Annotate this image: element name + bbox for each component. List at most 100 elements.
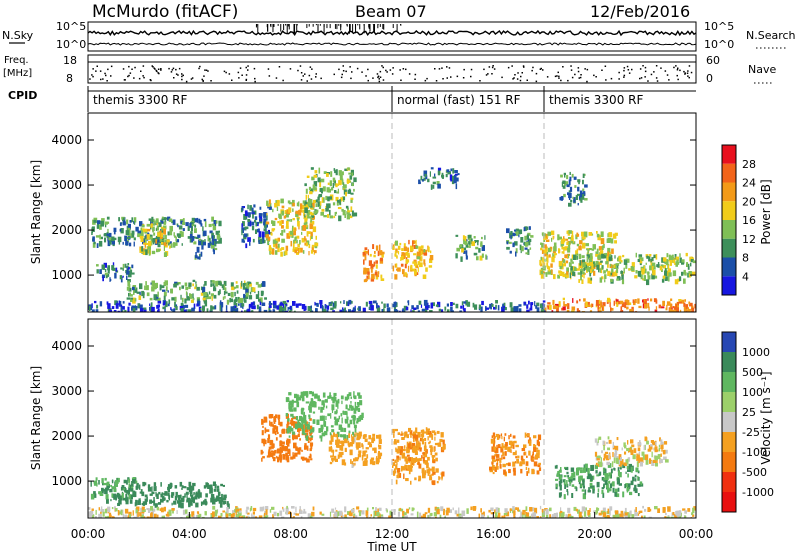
heatmap-cell	[568, 190, 571, 193]
heatmap-cell	[151, 238, 154, 243]
heatmap-cell	[145, 281, 147, 286]
heatmap-cell	[566, 256, 569, 259]
heatmap-cell	[200, 501, 205, 505]
heatmap-cell	[634, 484, 637, 491]
heatmap-cell	[490, 438, 495, 444]
heatmap-cell	[269, 420, 271, 426]
heatmap-cell	[129, 220, 132, 223]
heatmap-cell	[690, 259, 694, 263]
heatmap-cell	[526, 234, 529, 237]
nave-mark	[231, 79, 233, 81]
heatmap-cell	[620, 271, 623, 274]
heatmap-cell	[474, 304, 478, 310]
heatmap-cell	[146, 292, 150, 297]
heatmap-cell	[614, 449, 618, 455]
heatmap-cell	[128, 494, 131, 500]
nave-mark	[631, 68, 633, 71]
heatmap-cell	[582, 179, 584, 185]
heatmap-cell	[200, 251, 203, 257]
heatmap-cell	[122, 267, 124, 271]
heatmap-cell	[310, 458, 313, 461]
heatmap-cell	[395, 301, 397, 306]
heatmap-cell	[266, 236, 271, 241]
heatmap-cell	[372, 433, 376, 437]
heatmap-cell	[282, 506, 284, 510]
heatmap-cell	[651, 460, 655, 466]
heatmap-cell	[109, 238, 112, 245]
heatmap-cell	[369, 443, 372, 448]
heatmap-cell	[356, 506, 360, 510]
heatmap-cell	[341, 459, 346, 466]
heatmap-cell	[327, 196, 330, 202]
heatmap-cell	[525, 241, 528, 247]
heatmap-cell	[634, 488, 638, 493]
heatmap-cell	[420, 245, 424, 249]
heatmap-cell	[590, 466, 594, 471]
heatmap-cell	[107, 221, 110, 224]
heatmap-cell	[352, 431, 354, 436]
heatmap-cell	[348, 392, 352, 396]
heatmap-cell	[428, 515, 431, 518]
heatmap-cell	[306, 421, 308, 427]
heatmap-cell	[624, 507, 627, 512]
heatmap-cell	[235, 308, 238, 312]
heatmap-cell	[343, 188, 346, 191]
heatmap-cell	[273, 425, 277, 430]
heatmap-cell	[270, 202, 272, 207]
heatmap-cell	[290, 230, 293, 235]
heatmap-cell	[577, 310, 581, 312]
heatmap-cell	[566, 230, 569, 234]
heatmap-cell	[101, 488, 103, 492]
heatmap-cell	[343, 438, 348, 444]
heatmap-cell	[259, 301, 262, 306]
heatmap-cell	[249, 214, 251, 218]
nave-mark	[519, 79, 522, 82]
heatmap-cell	[598, 268, 600, 273]
heatmap-cell	[597, 438, 599, 443]
heatmap-cell	[648, 306, 650, 311]
heatmap-cell	[137, 233, 141, 237]
heatmap-cell	[268, 245, 272, 250]
heatmap-cell	[562, 273, 566, 278]
heatmap-cell	[501, 454, 503, 460]
heatmap-cell	[272, 239, 276, 244]
heatmap-cell	[532, 512, 537, 518]
heatmap-cell	[417, 310, 421, 312]
heatmap-cell	[449, 509, 452, 513]
heatmap-cell	[351, 210, 354, 216]
heatmap-cell	[222, 510, 225, 513]
heatmap-cell	[609, 474, 612, 479]
heatmap-cell	[350, 442, 353, 447]
heatmap-cell	[414, 477, 417, 481]
heatmap-cell	[105, 222, 107, 228]
heatmap-cell	[292, 416, 297, 420]
heatmap-cell	[103, 262, 107, 268]
heatmap-cell	[571, 310, 575, 312]
colorbar-tick-label: -1000	[742, 486, 774, 499]
heatmap-cell	[576, 253, 579, 256]
heatmap-cell	[157, 248, 161, 252]
heatmap-cell	[149, 303, 151, 306]
heatmap-cell	[491, 446, 495, 452]
heatmap-cell	[292, 202, 295, 207]
heatmap-cell	[690, 262, 692, 267]
heatmap-cell	[230, 306, 234, 312]
heatmap-cell	[180, 231, 184, 237]
heatmap-cell	[598, 472, 601, 476]
heatmap-cell	[155, 239, 158, 244]
heatmap-cell	[321, 407, 325, 410]
nave-mark	[675, 65, 677, 67]
nave-mark	[578, 77, 580, 79]
heatmap-cell	[285, 510, 289, 515]
heatmap-cell	[244, 294, 249, 299]
heatmap-cell	[589, 483, 593, 486]
heatmap-cell	[410, 245, 414, 252]
nave-mark	[601, 69, 603, 71]
heatmap-cell	[403, 243, 406, 247]
heatmap-cell	[224, 500, 227, 504]
heatmap-cell	[346, 214, 350, 220]
heatmap-cell	[167, 511, 170, 517]
heatmap-cell	[545, 239, 550, 242]
heatmap-cell	[281, 429, 283, 434]
heatmap-cell	[156, 506, 160, 511]
